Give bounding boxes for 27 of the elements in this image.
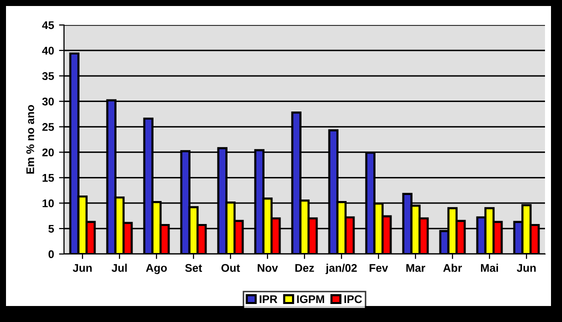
x-tick-label: Nov [258, 264, 278, 272]
y-tick-label: 5 [48, 224, 54, 233]
y-tick-label: 15 [42, 174, 54, 182]
x-tick-label: jan/02 [326, 264, 357, 274]
y-axis-title: Em % no ano [26, 105, 34, 174]
x-tick-label: Mar [406, 264, 426, 272]
x-tick-label: Out [221, 264, 240, 272]
x-tick-label: Ago [146, 264, 167, 274]
y-tick-label: 45 [42, 21, 54, 30]
x-tick-label: Mai [480, 264, 498, 272]
legend-label: IGPM [297, 295, 324, 304]
y-tick-label: 40 [42, 46, 54, 55]
y-tick-label: 20 [42, 148, 54, 156]
x-tick-label: Jun [72, 264, 92, 272]
y-tick-label: 30 [42, 98, 54, 106]
y-tick-label: 25 [42, 123, 54, 131]
y-tick-label: 10 [42, 199, 54, 208]
x-tick-label: Jul [112, 264, 127, 272]
legend-label: IPR [260, 295, 278, 303]
x-tick-label: Jun [516, 264, 536, 272]
x-tick-label: Fev [370, 264, 388, 272]
y-tick-label: 35 [42, 72, 54, 80]
x-tick-label: Dez [295, 264, 314, 272]
y-tick-label: 0 [48, 250, 54, 258]
x-tick-label: Abr [443, 264, 462, 272]
legend-label: IPC [344, 295, 362, 304]
x-tick-label: Set [185, 264, 202, 272]
